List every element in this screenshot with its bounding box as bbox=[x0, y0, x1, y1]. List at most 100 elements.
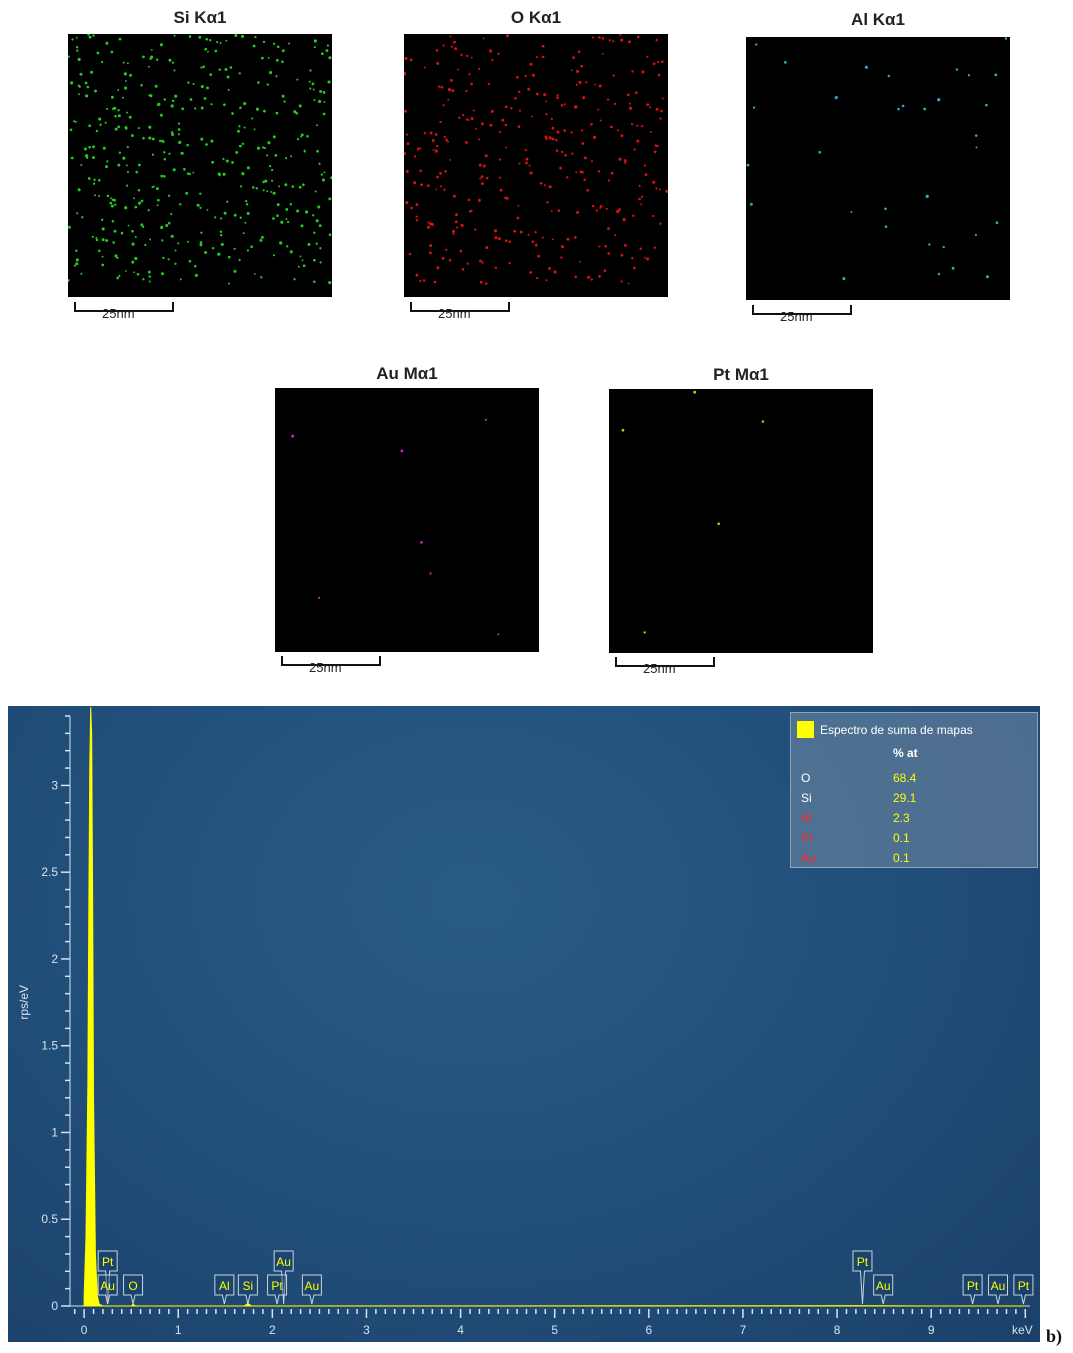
peak-label-text: Si bbox=[243, 1279, 254, 1293]
map-dot bbox=[628, 106, 633, 110]
x-tick-label: 0 bbox=[81, 1323, 88, 1337]
map-dot bbox=[491, 58, 494, 62]
map-dot bbox=[112, 241, 115, 244]
map-dot bbox=[274, 154, 278, 157]
map-dot bbox=[470, 56, 473, 59]
x-tick-label: 9 bbox=[928, 1323, 935, 1337]
map-dot bbox=[214, 49, 218, 53]
map-dot bbox=[415, 215, 418, 218]
map-dot bbox=[618, 157, 622, 161]
map-dot bbox=[101, 238, 105, 242]
map-dot bbox=[181, 107, 184, 111]
map-dot bbox=[88, 35, 92, 39]
peak-label-text: Au bbox=[100, 1279, 115, 1293]
map-dot bbox=[300, 133, 304, 137]
map-dot bbox=[646, 257, 650, 261]
map-dot bbox=[456, 68, 459, 71]
map-dot bbox=[148, 136, 152, 140]
x-tick-label: 5 bbox=[551, 1323, 558, 1337]
map-dot bbox=[186, 172, 190, 175]
map-dot bbox=[75, 36, 78, 39]
map-dot bbox=[105, 239, 109, 243]
map-dot bbox=[478, 67, 481, 71]
spectrum-plot: 0 0.5 1 1.5 2 2.5 3 0 1 2 3 4 5 6 7 8 9 keV rps/eV Pt Au O Al S… bbox=[17, 707, 1034, 1337]
map-dot bbox=[170, 212, 173, 216]
map-dot bbox=[314, 190, 317, 193]
map-dot bbox=[75, 46, 79, 49]
map-dot bbox=[548, 185, 552, 189]
map-dot bbox=[419, 169, 422, 173]
map-dot bbox=[70, 156, 74, 160]
map-dot bbox=[451, 89, 455, 93]
map-dot bbox=[531, 73, 535, 77]
map-dot bbox=[110, 95, 114, 99]
map-dot bbox=[289, 250, 293, 254]
map-dot bbox=[149, 94, 153, 98]
map-dot bbox=[253, 128, 256, 131]
map-dot bbox=[266, 190, 269, 193]
map-dot bbox=[460, 223, 464, 227]
map-dot bbox=[561, 150, 564, 154]
map-dot bbox=[312, 88, 315, 91]
map-dot bbox=[101, 227, 105, 231]
peak-label-text: Pt bbox=[967, 1279, 979, 1293]
map-dot bbox=[74, 120, 77, 123]
map-dot bbox=[460, 53, 463, 56]
map-dot bbox=[235, 150, 239, 154]
map-dot bbox=[178, 140, 182, 144]
map-dot bbox=[423, 131, 427, 135]
map-dot bbox=[305, 210, 309, 214]
map-dot bbox=[598, 35, 601, 39]
peak-label-text: Au bbox=[991, 1279, 1006, 1293]
map-dot bbox=[129, 73, 133, 77]
map-dot bbox=[142, 225, 145, 228]
map-dot bbox=[272, 135, 276, 139]
map-dot bbox=[148, 125, 152, 129]
map-dot bbox=[445, 138, 448, 142]
map-dot bbox=[449, 35, 452, 38]
map-dot bbox=[928, 243, 931, 246]
map-dot bbox=[194, 265, 197, 268]
map-dot bbox=[641, 70, 645, 74]
map-dot bbox=[400, 449, 404, 453]
map-dot bbox=[440, 185, 443, 188]
map-dot bbox=[94, 194, 96, 197]
map-dot bbox=[142, 55, 145, 59]
map-dot bbox=[627, 40, 631, 44]
map-dot bbox=[160, 225, 164, 230]
map-dot bbox=[556, 96, 559, 100]
map-dot bbox=[634, 91, 638, 95]
map-dot bbox=[219, 230, 223, 234]
legend-value: 68.4 bbox=[893, 771, 917, 785]
map-dot bbox=[148, 275, 152, 278]
map-dot bbox=[111, 198, 115, 202]
map-dot bbox=[553, 270, 557, 274]
map-dot bbox=[749, 202, 753, 206]
map-dot bbox=[652, 214, 655, 218]
map-dot bbox=[592, 204, 595, 208]
map-dot bbox=[296, 78, 299, 81]
map-dot bbox=[504, 105, 508, 109]
map-dot bbox=[923, 107, 927, 111]
map-dot bbox=[317, 205, 321, 209]
map-dot bbox=[761, 420, 765, 423]
map-dot bbox=[238, 125, 241, 128]
map-dot bbox=[524, 149, 527, 152]
map-dot bbox=[118, 274, 121, 278]
map-dot bbox=[147, 270, 151, 274]
map-dot bbox=[174, 249, 177, 252]
map-dot bbox=[313, 258, 316, 262]
map-dot bbox=[477, 198, 481, 202]
map-dot bbox=[131, 242, 135, 246]
map-dot bbox=[621, 428, 625, 432]
map-dot bbox=[560, 103, 564, 107]
map-dot bbox=[260, 235, 264, 239]
map-dot bbox=[160, 272, 165, 276]
map-dot bbox=[270, 168, 274, 172]
map-dot bbox=[272, 191, 276, 195]
map-dot bbox=[122, 61, 125, 64]
map-dot bbox=[585, 81, 588, 84]
map-title: O Kα1 bbox=[510, 8, 562, 27]
map-dot bbox=[241, 172, 245, 176]
map-dot bbox=[293, 110, 297, 114]
